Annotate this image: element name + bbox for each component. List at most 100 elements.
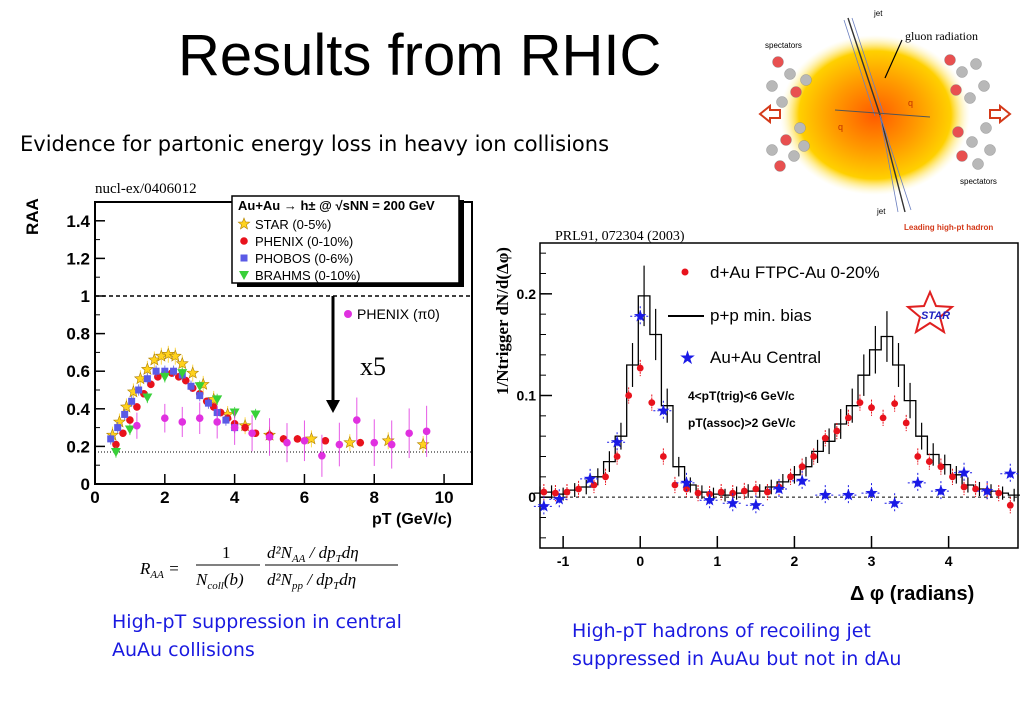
raa-point-4 bbox=[195, 414, 204, 423]
dau-point bbox=[891, 400, 899, 408]
correlation-xtick-label: 2 bbox=[791, 553, 799, 569]
raa-point-3 bbox=[212, 395, 223, 405]
right-caption-line1: High-pT hadrons of recoiling jet bbox=[572, 620, 871, 642]
diagram-jet-top: jet bbox=[873, 9, 883, 18]
raa-point-2 bbox=[187, 382, 195, 390]
auau-point bbox=[865, 486, 878, 499]
diagram-jet-bottom: jet bbox=[876, 207, 886, 216]
raa-point-4 bbox=[213, 418, 221, 426]
raa-legend-header: Au+Au → h± @ √sNN = 200 GeV bbox=[238, 198, 435, 213]
correlation-xtick-label: -1 bbox=[557, 553, 570, 569]
raa-xtick-label: 0 bbox=[90, 488, 99, 507]
raa-point-4 bbox=[387, 440, 396, 449]
raa-point-0 bbox=[175, 356, 189, 370]
raa-ytick-label: 0.6 bbox=[66, 362, 90, 381]
slide-subtitle: Evidence for partonic energy loss in hea… bbox=[20, 132, 610, 156]
raa-point-2 bbox=[170, 367, 178, 375]
svg-text:d²Npp / dpTdη: d²Npp / dpTdη bbox=[267, 570, 356, 592]
right-reference: PRL91, 072304 (2003) bbox=[555, 229, 685, 244]
raa-ytick-label: 1.4 bbox=[66, 212, 90, 231]
raa-legend-phobos: PHOBOS (0-6%) bbox=[255, 251, 353, 266]
raa-point-4 bbox=[353, 416, 361, 424]
raa-xlabel: pT (GeV/c) bbox=[372, 511, 452, 528]
raa-formula: RAA = 1 Ncoll(b) d²NAA / dpTdη d²Npp / d… bbox=[139, 543, 398, 592]
auau-point bbox=[657, 404, 670, 416]
dau-point bbox=[575, 485, 582, 493]
dau-point bbox=[613, 453, 621, 460]
raa-point-1 bbox=[147, 380, 155, 389]
dau-point bbox=[590, 481, 598, 489]
dau-point bbox=[833, 427, 841, 435]
dau-point bbox=[764, 488, 771, 496]
dau-point bbox=[625, 392, 633, 399]
correlation-xtick-label: 0 bbox=[636, 553, 644, 569]
dau-point bbox=[563, 488, 571, 496]
dau-point bbox=[1006, 501, 1014, 509]
raa-point-0 bbox=[416, 437, 430, 451]
auau-point bbox=[795, 474, 809, 487]
dau-point bbox=[694, 489, 702, 497]
star-logo-icon bbox=[905, 289, 955, 335]
nucleon bbox=[776, 96, 788, 108]
raa-point-0 bbox=[168, 349, 182, 362]
raa-point-1 bbox=[112, 440, 120, 449]
raa-point-3 bbox=[159, 372, 170, 382]
correlation-ylabel: 1/Ntrigger dN/d(Δφ) bbox=[493, 247, 512, 395]
dau-point bbox=[752, 485, 760, 493]
raa-ytick-label: 0.2 bbox=[66, 437, 90, 456]
upper-jet-line bbox=[847, 17, 881, 116]
auau-legend-label: Au+Au Central bbox=[710, 348, 821, 367]
dau-point bbox=[717, 488, 725, 496]
raa-legend-marker bbox=[240, 254, 248, 262]
pp-legend-label: p+p min. bias bbox=[710, 306, 812, 325]
raa-point-3 bbox=[124, 425, 135, 435]
raa-point-3 bbox=[110, 448, 121, 458]
assoc-cut-label: pT(assoc)>2 GeV/c bbox=[688, 416, 796, 430]
raa-point-2 bbox=[128, 397, 136, 405]
dau-point bbox=[902, 419, 910, 427]
auau-point bbox=[842, 488, 855, 501]
left-reference: nucl-ex/0406012 bbox=[95, 181, 197, 197]
dau-point bbox=[937, 463, 945, 471]
scale-factor-label: x5 bbox=[360, 352, 386, 381]
raa-point-3 bbox=[250, 410, 261, 420]
correlation-xlabel: Δ φ (radians) bbox=[850, 583, 974, 605]
beam-axis bbox=[834, 109, 931, 118]
svg-text:Ncoll(b): Ncoll(b) bbox=[195, 570, 244, 592]
raa-xtick-label: 4 bbox=[230, 488, 240, 507]
raa-point-1 bbox=[293, 435, 302, 443]
dau-point bbox=[879, 414, 887, 422]
auau-legend-marker: ★ bbox=[679, 348, 696, 369]
dau-point bbox=[648, 399, 656, 407]
raa-point-1 bbox=[181, 376, 190, 385]
suppression-arrow-head bbox=[326, 400, 340, 413]
raa-legend-star: STAR (0-5%) bbox=[255, 217, 331, 232]
correlation-legend: d+Au FTPC-Au 0-20% p+p min. bias ★ Au+Au… bbox=[668, 263, 955, 430]
nucleon bbox=[950, 84, 962, 96]
correlation-ytick-label: 0.1 bbox=[517, 388, 537, 404]
gluon-pointer bbox=[884, 39, 903, 79]
nucleon bbox=[944, 54, 956, 66]
auau-point bbox=[610, 435, 624, 448]
raa-legend-box bbox=[231, 195, 460, 284]
right-caption-line2: suppressed in AuAu but not in dAu bbox=[572, 648, 902, 670]
nucleon bbox=[784, 68, 796, 80]
raa-point-4 bbox=[230, 423, 239, 432]
nucleon bbox=[788, 150, 800, 162]
correlation-ytick-label: 0.2 bbox=[517, 286, 537, 302]
dau-point bbox=[787, 473, 794, 481]
raa-point-2 bbox=[114, 424, 122, 432]
right-caption: High-pT hadrons of recoiling jet suppres… bbox=[572, 617, 901, 673]
auau-point bbox=[553, 492, 566, 505]
raa-point-4 bbox=[335, 440, 344, 449]
raa-point-4 bbox=[133, 421, 141, 430]
nucleon bbox=[790, 86, 802, 98]
left-arrow-icon bbox=[758, 103, 781, 125]
dau-point bbox=[729, 489, 737, 497]
raa-point-3 bbox=[142, 393, 153, 403]
raa-point-4 bbox=[405, 429, 413, 438]
raa-xtick-label: 2 bbox=[160, 488, 169, 507]
raa-point-4 bbox=[265, 433, 274, 441]
correlation-plot-area: 0 0.1 0.2 -1 0 1 2 3 4 bbox=[517, 242, 1021, 569]
